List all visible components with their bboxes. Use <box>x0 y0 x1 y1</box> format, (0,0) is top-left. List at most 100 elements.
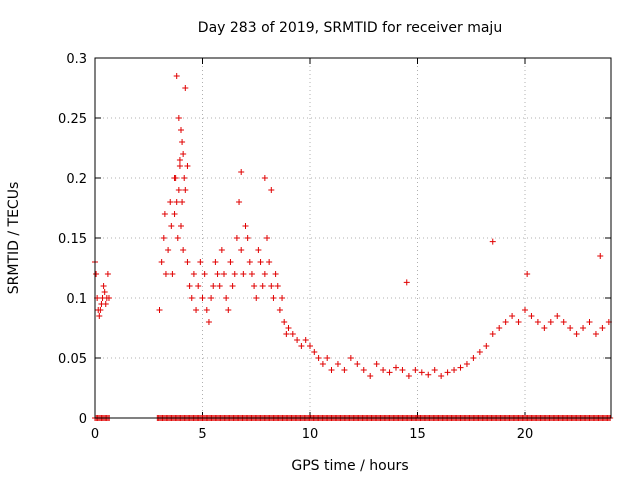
data-point <box>242 223 249 229</box>
data-point <box>528 313 535 319</box>
data-point <box>190 271 197 277</box>
data-point <box>259 283 266 289</box>
data-point <box>156 307 163 313</box>
data-point <box>180 151 187 157</box>
data-point <box>268 283 275 289</box>
data-point <box>175 115 182 121</box>
data-point <box>319 361 326 367</box>
data-point <box>227 259 234 265</box>
data-point <box>179 199 186 205</box>
data-point <box>328 367 335 373</box>
data-point <box>100 283 107 289</box>
y-tick-label: 0.1 <box>66 292 87 307</box>
data-point <box>298 343 305 349</box>
data-point <box>289 331 296 337</box>
y-tick-label: 0 <box>79 412 87 427</box>
data-point <box>214 271 221 277</box>
data-point <box>597 253 604 259</box>
y-tick-label: 0.2 <box>66 172 87 187</box>
data-point <box>188 295 195 301</box>
data-point <box>199 295 206 301</box>
data-point <box>270 295 277 301</box>
data-point <box>354 361 361 367</box>
data-point <box>101 289 108 295</box>
data-point <box>173 199 180 205</box>
data-point <box>324 355 331 361</box>
data-point <box>238 247 245 253</box>
x-tick-label: 0 <box>91 427 99 442</box>
data-point <box>261 271 268 277</box>
data-point <box>238 169 245 175</box>
x-axis-label: GPS time / hours <box>291 458 408 474</box>
x-tick-label: 15 <box>409 427 426 442</box>
data-point <box>93 271 100 277</box>
data-point <box>294 337 301 343</box>
data-point <box>212 259 219 265</box>
data-point <box>221 271 227 277</box>
data-point <box>412 367 419 373</box>
data-point <box>186 283 193 289</box>
data-point <box>285 325 292 331</box>
data-point <box>184 163 191 169</box>
data-point <box>489 331 496 337</box>
data-point <box>178 127 184 133</box>
data-point <box>586 319 593 325</box>
data-point <box>470 355 477 361</box>
data-point <box>418 369 425 376</box>
data-point <box>360 367 367 373</box>
data-point <box>162 271 169 277</box>
data-point <box>547 319 554 325</box>
data-point <box>233 235 240 241</box>
chart-title: Day 283 of 2019, SRMTID for receiver maj… <box>198 20 502 36</box>
data-point <box>182 85 189 91</box>
data-point <box>175 187 182 193</box>
data-point <box>279 295 286 301</box>
data-point <box>244 235 251 241</box>
data-point <box>393 364 399 371</box>
data-point <box>167 199 174 205</box>
data-point <box>438 373 445 379</box>
data-point <box>182 187 189 193</box>
data-point <box>509 313 516 319</box>
data-point <box>179 139 186 145</box>
data-point <box>169 271 176 277</box>
data-point <box>403 279 410 286</box>
data-point <box>476 349 483 355</box>
data-point <box>253 295 260 301</box>
data-point <box>216 283 223 289</box>
data-point <box>274 283 281 289</box>
data-point <box>311 349 318 355</box>
data-point <box>261 175 268 181</box>
y-tick-label: 0.15 <box>58 232 87 247</box>
data-point <box>334 361 341 367</box>
data-point <box>171 175 178 181</box>
data-point <box>386 369 393 376</box>
data-point <box>405 373 412 379</box>
data-point <box>302 337 309 343</box>
data-point <box>483 343 490 349</box>
data-point <box>560 319 567 325</box>
data-point <box>272 271 279 277</box>
data-point <box>184 259 191 265</box>
data-point <box>225 307 232 313</box>
data-point <box>223 295 230 301</box>
y-tick-label: 0.05 <box>58 352 87 367</box>
data-point <box>231 271 238 277</box>
data-point <box>251 283 258 289</box>
data-point <box>489 238 496 245</box>
data-point <box>573 331 580 337</box>
data-point <box>176 157 183 163</box>
data-point <box>248 271 255 277</box>
data-point <box>193 307 200 313</box>
y-tick-label: 0.25 <box>58 112 87 127</box>
data-point <box>102 301 109 307</box>
y-tick-label: 0.3 <box>66 52 87 67</box>
data-point <box>257 259 264 265</box>
x-tick-label: 5 <box>198 427 206 442</box>
data-point <box>367 373 374 379</box>
data-point <box>218 247 225 253</box>
data-point <box>105 295 112 301</box>
data-point <box>444 369 451 376</box>
data-point <box>246 259 253 265</box>
